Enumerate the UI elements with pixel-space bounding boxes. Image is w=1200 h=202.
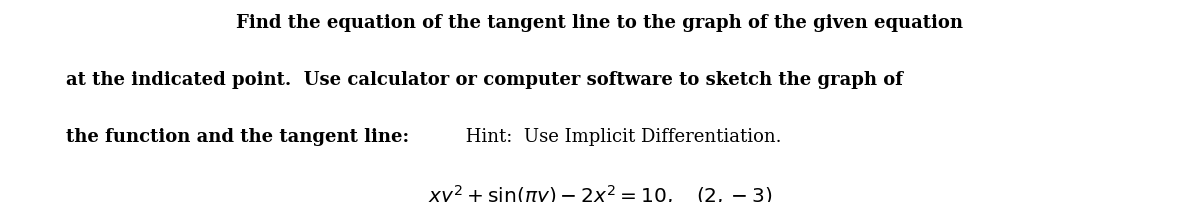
Text: Hint:  Use Implicit Differentiation.: Hint: Use Implicit Differentiation. (460, 127, 781, 145)
Text: $xy^2 + \sin(\pi y) - 2x^2 = 10, \quad (2, -3)$: $xy^2 + \sin(\pi y) - 2x^2 = 10, \quad (… (427, 182, 773, 202)
Text: at the indicated point.  Use calculator or computer software to sketch the graph: at the indicated point. Use calculator o… (66, 71, 904, 89)
Text: Find the equation of the tangent line to the graph of the given equation: Find the equation of the tangent line to… (236, 14, 964, 32)
Text: the function and the tangent line:: the function and the tangent line: (66, 127, 409, 145)
